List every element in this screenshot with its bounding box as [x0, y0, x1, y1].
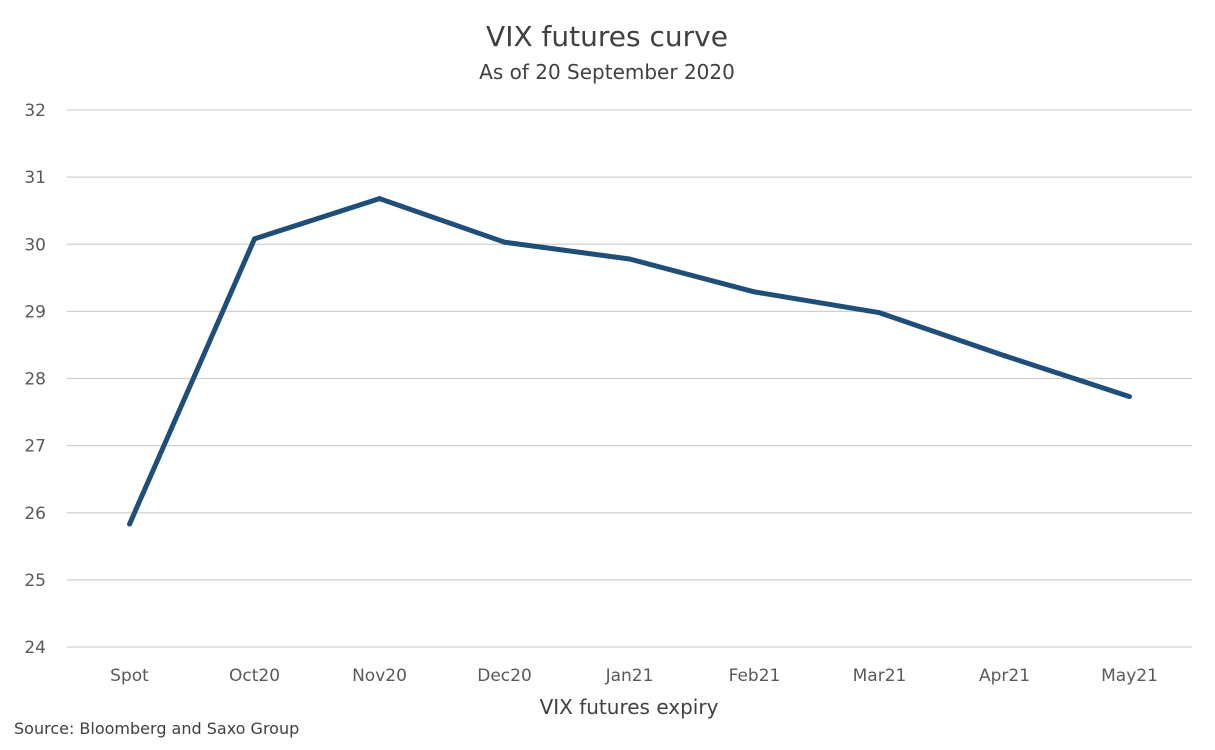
y-tick-label: 26: [24, 504, 46, 524]
data-point: [377, 196, 382, 202]
x-tick-label: Apr21: [979, 666, 1030, 686]
y-axis-tick-labels: 24 25 26 27 28 29 30 31 32: [24, 101, 46, 658]
data-point: [127, 521, 132, 527]
data-point: [627, 256, 632, 262]
source-note: Source: Bloomberg and Saxo Group: [14, 719, 299, 738]
x-axis-tick-labels: Spot Oct20 Nov20 Dec20 Jan21 Feb21 Mar21 Apr21 M…: [110, 666, 1158, 686]
x-tick-label: Spot: [110, 666, 149, 686]
y-tick-label: 25: [24, 571, 46, 591]
x-tick-label: Mar21: [853, 666, 907, 686]
y-tick-label: 29: [24, 302, 46, 322]
y-tick-label: 27: [24, 437, 46, 457]
data-point: [252, 236, 257, 242]
chart-title: VIX futures curve: [486, 20, 728, 53]
y-tick-label: 28: [24, 370, 46, 390]
data-point: [1127, 394, 1132, 400]
y-tick-label: 32: [24, 101, 46, 121]
x-tick-label: Dec20: [477, 666, 532, 686]
series-line: [127, 196, 1131, 526]
x-axis-title: VIX futures expiry: [540, 695, 719, 719]
x-tick-label: Oct20: [229, 666, 280, 686]
data-point: [502, 239, 507, 245]
x-tick-label: May21: [1101, 666, 1158, 686]
data-point: [1002, 353, 1007, 359]
chart-subtitle: As of 20 September 2020: [479, 60, 735, 84]
y-tick-label: 30: [24, 235, 46, 255]
y-tick-label: 24: [24, 638, 46, 658]
gridlines: [67, 109, 1192, 648]
series-layer: [127, 196, 1132, 527]
y-tick-label: 31: [24, 168, 46, 188]
data-point: [877, 310, 882, 316]
x-tick-label: Feb21: [729, 666, 781, 686]
x-tick-label: Jan21: [605, 666, 654, 686]
data-point: [752, 289, 757, 295]
x-tick-label: Nov20: [352, 666, 407, 686]
